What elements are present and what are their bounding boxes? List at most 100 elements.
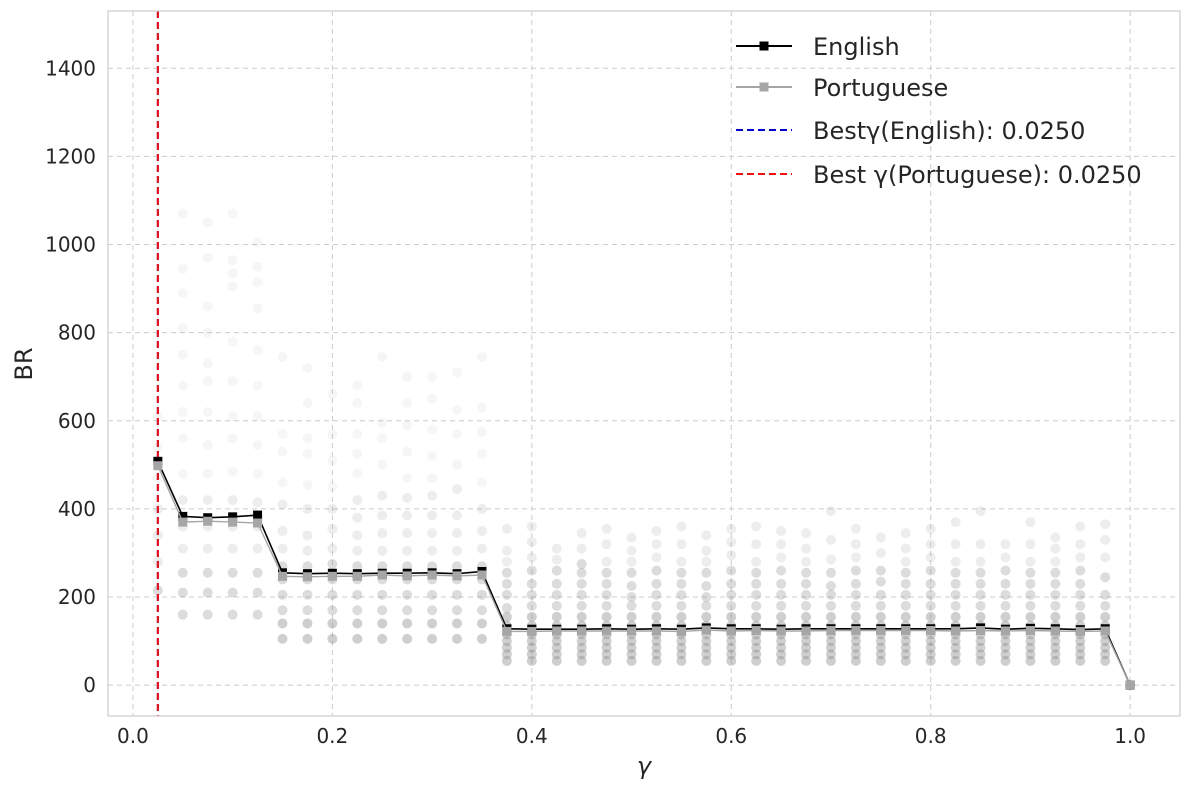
scatter-point <box>801 600 812 611</box>
scatter-point <box>850 565 861 576</box>
scatter-point <box>526 600 537 611</box>
portuguese-marker <box>602 626 612 636</box>
scatter-point <box>925 552 936 563</box>
scatter-point <box>801 543 812 554</box>
scatter-point <box>825 600 836 611</box>
scatter-point <box>227 433 238 444</box>
scatter-point <box>601 655 612 666</box>
scatter-point <box>327 558 338 569</box>
scatter-point <box>152 411 163 422</box>
scatter-point <box>252 303 263 314</box>
legend-marker <box>759 82 769 92</box>
scatter-point <box>551 578 562 589</box>
scatter-point <box>950 649 961 660</box>
scatter-point <box>452 510 463 521</box>
portuguese-marker <box>851 626 861 636</box>
scatter-point <box>551 611 562 622</box>
portuguese-marker <box>327 571 337 581</box>
scatter-point <box>551 565 562 576</box>
scatter-point <box>801 556 812 567</box>
scatter-point <box>177 208 188 219</box>
scatter-point <box>526 649 537 660</box>
scatter-point <box>900 589 911 600</box>
scatter-point <box>1100 552 1111 563</box>
scatter-point <box>676 521 687 532</box>
scatter-point <box>751 600 762 611</box>
portuguese-marker <box>178 517 188 527</box>
scatter-point <box>327 589 338 600</box>
scatter-point <box>950 567 961 578</box>
scatter-point <box>801 642 812 653</box>
scatter-point <box>227 268 238 279</box>
scatter-point <box>227 543 238 554</box>
scatter-point <box>551 655 562 666</box>
portuguese-marker <box>976 626 986 636</box>
scatter-point <box>476 448 487 459</box>
scatter-point <box>975 636 986 647</box>
scatter-point <box>1075 600 1086 611</box>
scatter-point <box>177 587 188 598</box>
scatter-point <box>227 587 238 598</box>
y-tick-label: 800 <box>58 321 96 345</box>
scatter-point <box>1075 642 1086 653</box>
scatter-point <box>576 642 587 653</box>
scatter-point <box>626 581 637 592</box>
scatter-point <box>950 636 961 647</box>
scatter-point <box>551 636 562 647</box>
scatter-point <box>701 567 712 578</box>
portuguese-marker <box>726 626 736 636</box>
scatter-point <box>601 567 612 578</box>
scatter-point <box>875 611 886 622</box>
scatter-point <box>950 517 961 528</box>
scatter-point <box>302 448 313 459</box>
scatter-point <box>327 633 338 644</box>
y-tick-labels: 0 200 400 600 800 1000 1200 1400 <box>45 56 96 697</box>
scatter-point <box>1100 600 1111 611</box>
scatter-point <box>252 609 263 620</box>
scatter-point <box>501 556 512 567</box>
scatter-point <box>526 552 537 563</box>
scatter-point <box>751 642 762 653</box>
scatter-point <box>277 525 288 536</box>
scatter-point <box>776 649 787 660</box>
scatter-point <box>651 552 662 563</box>
scatter-point <box>626 600 637 611</box>
scatter-point <box>177 567 188 578</box>
portuguese-series-line <box>157 465 1131 686</box>
scatter-point <box>302 605 313 616</box>
scatter-point <box>352 545 363 556</box>
scatter-point <box>427 545 438 556</box>
portuguese-marker <box>876 626 886 636</box>
scatter-point <box>1100 642 1111 653</box>
scatter-point <box>651 655 662 666</box>
scatter-point <box>452 484 463 495</box>
scatter-point <box>925 642 936 653</box>
y-tick-label: 1400 <box>45 56 96 80</box>
scatter-point <box>402 510 413 521</box>
scatter-point <box>302 398 313 409</box>
scatter-point <box>626 532 637 543</box>
scatter-point <box>900 655 911 666</box>
scatter-point <box>576 655 587 666</box>
scatter-point <box>726 611 737 622</box>
scatter-point <box>925 655 936 666</box>
scatter-point <box>875 649 886 660</box>
scatter-point <box>402 492 413 503</box>
scatter-point <box>327 503 338 514</box>
scatter-point <box>850 636 861 647</box>
scatter-point <box>601 649 612 660</box>
scatter-point <box>576 636 587 647</box>
scatter-point <box>950 578 961 589</box>
scatter-point <box>1075 589 1086 600</box>
scatter-point <box>975 649 986 660</box>
scatter-point <box>626 611 637 622</box>
portuguese-marker <box>1125 680 1135 690</box>
scatter-point <box>601 589 612 600</box>
scatter-point <box>900 649 911 660</box>
scatter-point <box>801 567 812 578</box>
scatter-point <box>726 642 737 653</box>
scatter-point <box>377 633 388 644</box>
scatter-point <box>1075 649 1086 660</box>
scatter-point <box>427 528 438 539</box>
scatter-point <box>850 552 861 563</box>
